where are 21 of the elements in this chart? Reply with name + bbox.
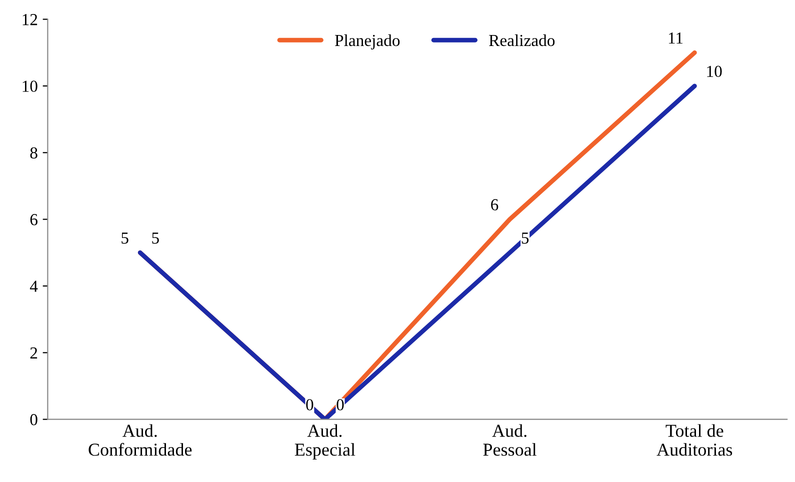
x-tick-label: Aud. Conformidade <box>88 424 192 456</box>
y-tick-label: 2 <box>30 347 38 358</box>
legend-label: Planejado <box>335 34 400 50</box>
data-label: 6 <box>491 199 498 210</box>
data-label: 5 <box>152 232 159 244</box>
y-tick-label: 4 <box>30 280 38 292</box>
y-tick-label: 6 <box>30 214 38 226</box>
data-label: 0 <box>336 399 344 410</box>
data-label: 5 <box>522 232 529 244</box>
legend-label: Realizado <box>489 34 555 46</box>
x-tick-label: Aud. Pessoal <box>483 424 537 456</box>
y-tick-label: 12 <box>22 14 38 26</box>
y-tick-label: 0 <box>30 414 38 426</box>
y-tick-label: 10 <box>22 80 38 92</box>
data-label: 11 <box>668 32 683 44</box>
y-tick-label: 8 <box>30 147 38 159</box>
x-tick-label: Total de Auditorias <box>656 424 732 456</box>
data-label: 0 <box>306 399 314 410</box>
data-label: 10 <box>707 66 722 78</box>
x-tick-label: Aud. Especial <box>294 424 356 460</box>
data-label: 5 <box>122 232 128 244</box>
